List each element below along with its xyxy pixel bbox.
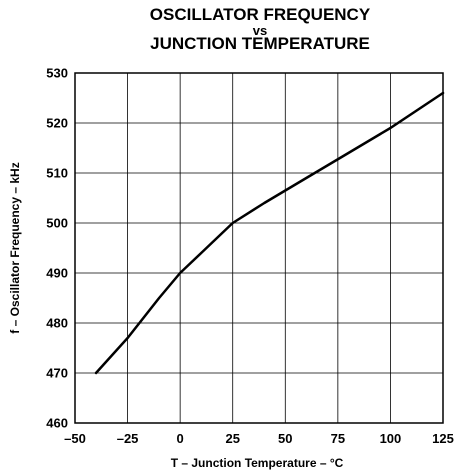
x-tick-label: 25 <box>225 431 239 446</box>
x-tick-label: 50 <box>278 431 292 446</box>
grid-lines <box>74 72 444 424</box>
y-tick-label: 480 <box>46 316 68 331</box>
x-tick-label: –50 <box>64 431 86 446</box>
y-tick-labels: 460 470 480 490 500 510 520 530 <box>46 66 68 431</box>
x-tick-label: 100 <box>380 431 402 446</box>
x-tick-label: 75 <box>331 431 345 446</box>
series-line <box>94 91 445 375</box>
x-tick-label: 125 <box>432 431 454 446</box>
chart-title-line-1: OSCILLATOR FREQUENCY <box>149 5 371 24</box>
plot-frame <box>74 72 444 424</box>
y-tick-label: 520 <box>46 116 68 131</box>
y-tick-label: 470 <box>46 366 68 381</box>
x-axis-label: T – Junction Temperature – °C <box>171 456 344 470</box>
y-tick-label: 510 <box>46 166 68 181</box>
chart-title-line-3: JUNCTION TEMPERATURE <box>150 34 370 53</box>
y-tick-label: 500 <box>46 216 68 231</box>
y-axis-label: f – Oscillator Frequency – kHz <box>8 162 22 333</box>
y-tick-label: 530 <box>46 66 68 81</box>
y-tick-label: 490 <box>46 266 68 281</box>
x-tick-label: –25 <box>117 431 139 446</box>
y-tick-label: 460 <box>46 416 68 431</box>
x-tick-label: 0 <box>177 431 184 446</box>
x-tick-labels: –50 –25 0 25 50 75 100 125 <box>64 431 454 446</box>
chart-title-line-2: vs <box>252 23 268 38</box>
